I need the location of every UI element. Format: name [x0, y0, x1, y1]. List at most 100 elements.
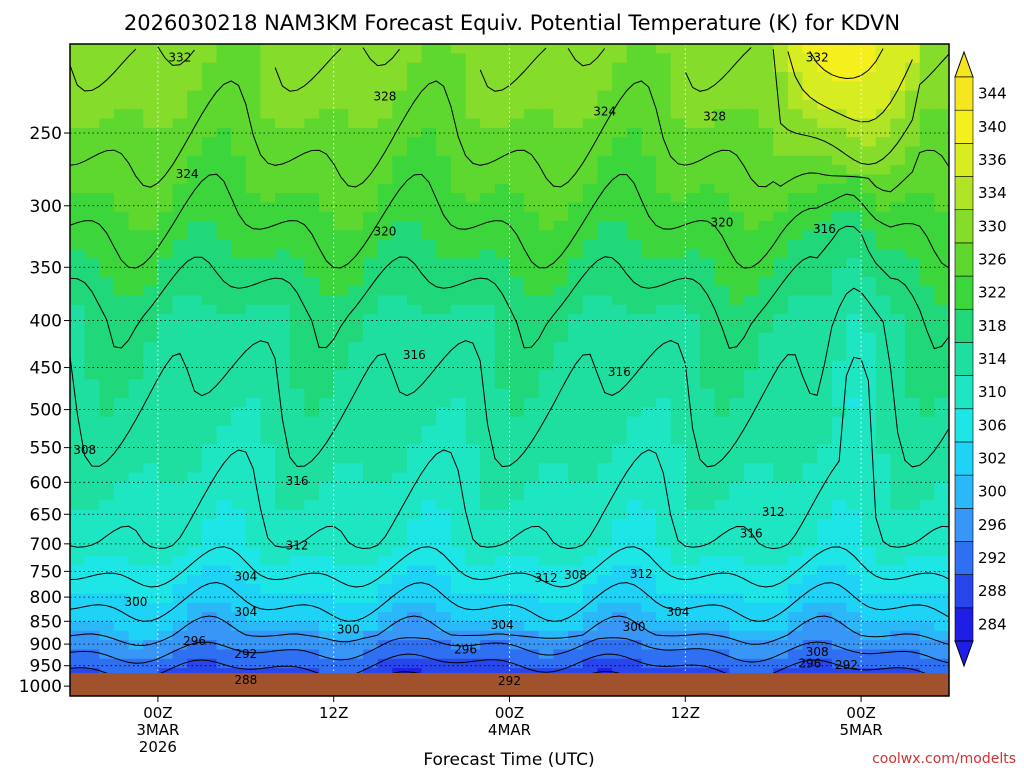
field-cell — [699, 370, 716, 380]
field-cell — [406, 556, 423, 567]
field-cell — [509, 332, 525, 343]
field-cell — [348, 165, 364, 175]
field-cell — [275, 211, 291, 222]
field-cell — [143, 453, 159, 464]
field-cell — [333, 118, 349, 129]
field-cell — [143, 407, 159, 418]
field-cell — [377, 304, 393, 315]
field-cell — [245, 360, 262, 371]
field-cell — [201, 183, 218, 194]
field-cell — [494, 109, 511, 120]
field-cell — [289, 248, 305, 259]
field-cell — [421, 453, 437, 464]
field-cell — [612, 90, 628, 101]
field-cell — [875, 342, 891, 352]
field-cell — [157, 351, 174, 362]
field-cell — [568, 62, 584, 73]
field-cell — [480, 388, 496, 399]
field-cell — [509, 286, 525, 297]
field-cell — [392, 71, 408, 82]
field-cell — [421, 155, 437, 166]
field-cell — [875, 602, 891, 613]
y-tick-label: 1000 — [19, 677, 62, 697]
field-cell — [934, 230, 949, 241]
field-cell — [773, 565, 789, 576]
field-cell — [861, 239, 877, 250]
field-cell — [480, 565, 496, 576]
field-cell — [787, 220, 804, 231]
field-cell — [685, 481, 701, 492]
field-cell — [685, 528, 701, 539]
field-cell — [758, 267, 774, 278]
field-cell — [714, 481, 730, 492]
field-cell — [714, 99, 730, 110]
field-cell — [231, 90, 247, 101]
colorbar-label: 344 — [978, 85, 1007, 103]
field-cell — [743, 630, 760, 641]
field-cell — [363, 463, 379, 474]
field-cell — [743, 565, 760, 576]
field-cell — [465, 239, 481, 250]
field-cell — [260, 342, 276, 352]
field-cell — [568, 425, 584, 436]
field-cell — [758, 593, 774, 604]
field-cell — [172, 565, 188, 576]
field-cell — [128, 53, 144, 64]
field-cell — [333, 407, 349, 418]
field-cell — [421, 314, 437, 325]
field-cell — [377, 649, 393, 660]
field-cell — [84, 71, 100, 82]
field-cell — [568, 453, 584, 464]
field-cell — [421, 370, 437, 380]
field-cell — [319, 630, 335, 641]
field-cell — [465, 146, 481, 157]
field-cell — [758, 519, 774, 529]
field-cell — [597, 425, 613, 436]
field-cell — [817, 565, 833, 576]
field-cell — [289, 62, 305, 73]
field-cell — [289, 81, 305, 92]
field-cell — [99, 202, 115, 213]
field-cell — [919, 435, 935, 446]
field-cell — [758, 258, 774, 269]
field-cell — [787, 602, 804, 613]
field-cell — [157, 248, 174, 259]
field-cell — [406, 416, 423, 427]
field-cell — [172, 193, 188, 203]
field-cell — [846, 435, 862, 446]
field-cell — [84, 137, 100, 148]
field-cell — [758, 444, 774, 455]
field-cell — [289, 593, 305, 604]
field-cell — [450, 425, 467, 436]
field-cell — [406, 621, 423, 632]
field-cell — [538, 453, 555, 464]
field-cell — [319, 286, 335, 297]
field-cell — [304, 99, 320, 110]
field-cell — [113, 519, 130, 529]
field-cell — [729, 565, 745, 576]
field-cell — [773, 127, 789, 138]
field-cell — [304, 62, 320, 73]
field-cell — [84, 53, 100, 64]
field-cell — [421, 230, 437, 241]
field-cell — [84, 211, 100, 222]
field-cell — [817, 472, 833, 483]
field-cell — [304, 71, 320, 82]
field-cell — [919, 584, 935, 595]
field-cell — [553, 71, 569, 82]
field-cell — [201, 267, 218, 278]
field-cell — [436, 183, 452, 194]
field-cell — [260, 109, 276, 120]
field-cell — [128, 248, 144, 259]
field-cell — [70, 509, 86, 520]
field-cell — [187, 99, 203, 110]
field-cell — [582, 90, 598, 101]
field-cell — [670, 118, 686, 129]
field-cell — [509, 584, 525, 595]
field-cell — [817, 453, 833, 464]
field-cell — [524, 397, 540, 408]
field-cell — [465, 379, 481, 390]
field-cell — [787, 500, 804, 511]
field-cell — [773, 397, 789, 408]
field-cell — [319, 658, 335, 669]
